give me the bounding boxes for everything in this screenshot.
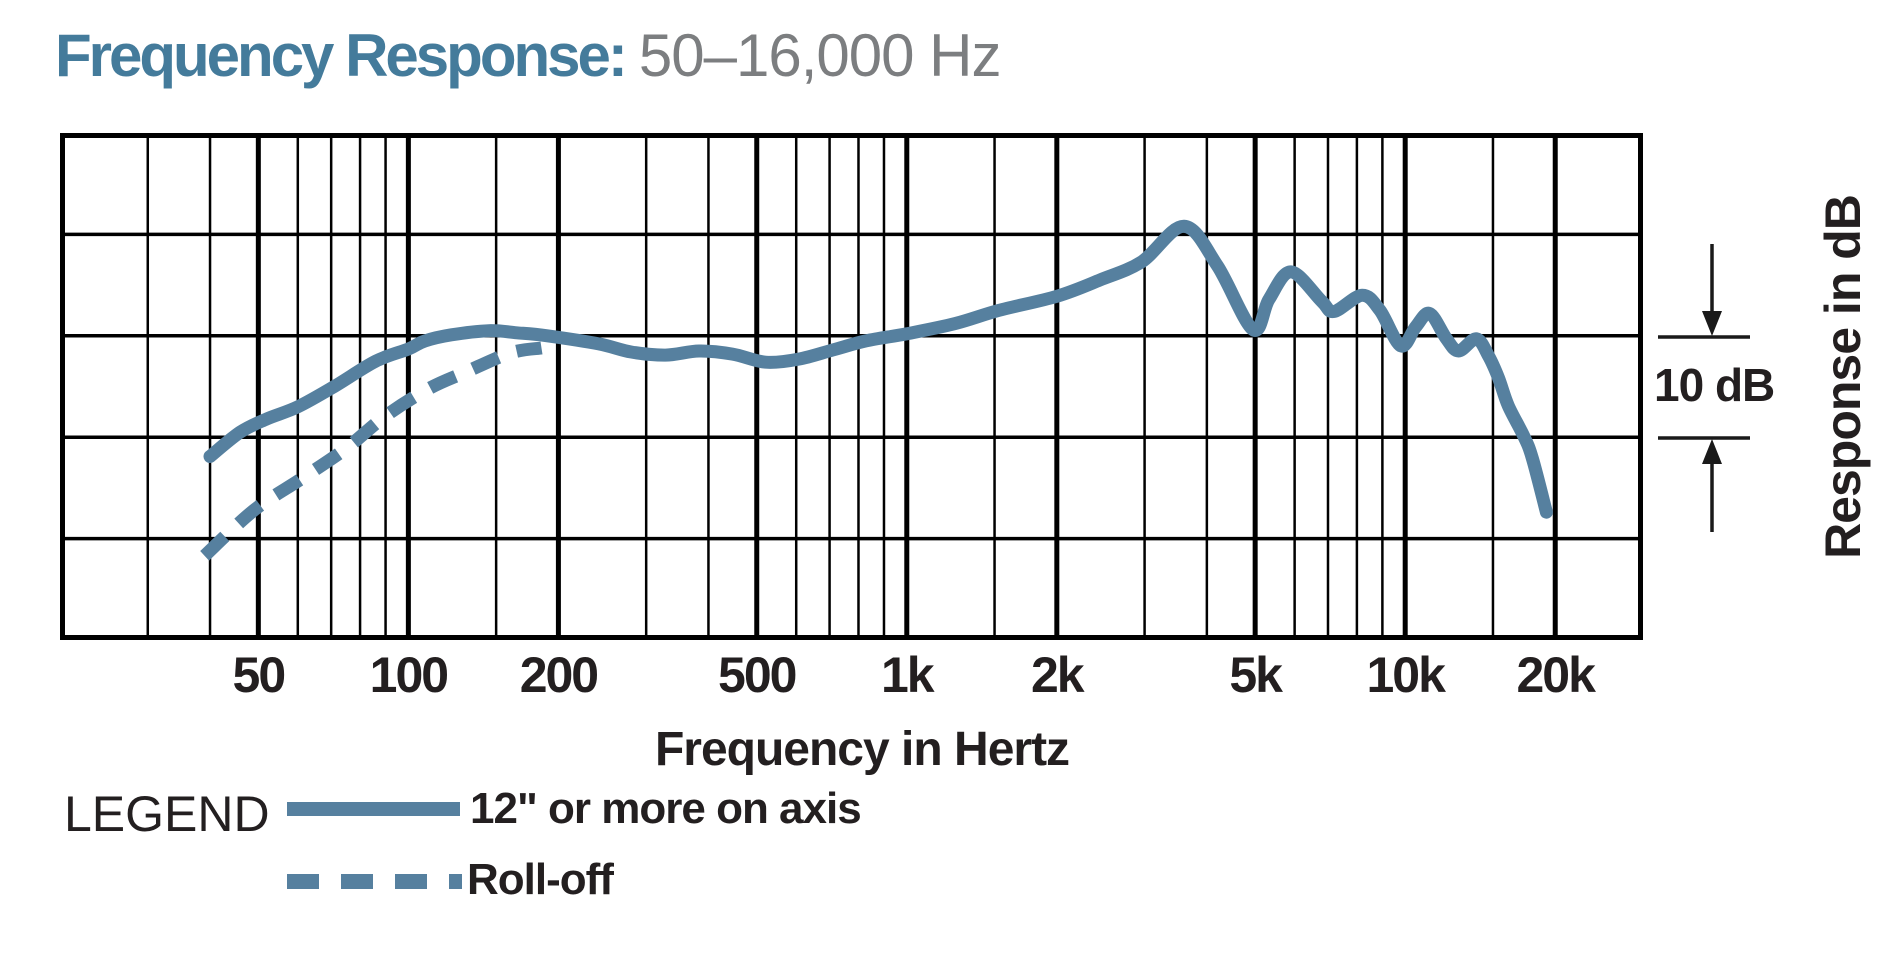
legend-solid-line-swatch [287, 802, 460, 816]
legend-item-on-axis-label: 12" or more on axis [470, 784, 862, 833]
down-arrow-head [1702, 311, 1722, 336]
x-tick-label-10k: 10k [1366, 647, 1445, 703]
db-scale-label: 10 dB [1654, 359, 1775, 411]
legend-dashed-line-swatch [287, 874, 462, 889]
plot-border [60, 133, 1643, 640]
db-scale-annotation [1658, 244, 1750, 532]
up-arrow-head [1702, 439, 1722, 464]
on-axis-curve [203, 219, 1553, 519]
x-tick-label-100: 100 [369, 647, 449, 703]
page-title-range: 50–16,000 Hz [638, 22, 1002, 89]
legend-item-roll-off-label: Roll-off [467, 855, 614, 904]
page-title-heading: Frequency Response: [55, 22, 628, 89]
x-tick-label-2k: 2k [1031, 647, 1085, 703]
roll-off-curve [200, 341, 543, 561]
x-tick-label-200: 200 [519, 647, 599, 703]
x-tick-label-1k: 1k [880, 647, 935, 703]
x-tick-label-50: 50 [232, 647, 287, 703]
x-tick-label-500: 500 [718, 647, 797, 703]
legend-heading: LEGEND [64, 786, 270, 842]
frequency-response-plot [60, 133, 1643, 640]
y-axis-title: Response in dB [1815, 195, 1871, 559]
x-axis-title: Frequency in Hertz [654, 723, 1070, 776]
x-tick-label-5k: 5k [1229, 647, 1283, 703]
page-title: Frequency Response: 50–16,000 Hz [55, 26, 1001, 86]
x-tick-label-20k: 20k [1516, 647, 1596, 703]
